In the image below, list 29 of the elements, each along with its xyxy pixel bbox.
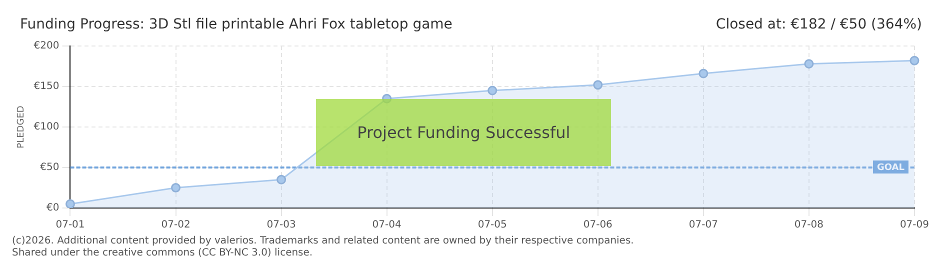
point bbox=[804, 59, 814, 69]
point bbox=[66, 199, 75, 208]
x-tick-label: 07-05 bbox=[478, 220, 507, 231]
point bbox=[171, 183, 181, 192]
point bbox=[910, 56, 920, 66]
success-banner: Project Funding Successful bbox=[316, 99, 612, 166]
x-tick-label: 07-07 bbox=[688, 220, 718, 231]
x-tick-label: 07-01 bbox=[56, 220, 85, 231]
text: Shared under the creative commons (CC BY-NC 3.0) license. bbox=[12, 248, 313, 259]
chart-subtitle: Closed at: €182 / €50 (364%) bbox=[716, 16, 922, 33]
ref-line-label: GOAL bbox=[876, 162, 905, 173]
y-tick-label: €100 bbox=[34, 122, 60, 133]
x-tick-label: 07-02 bbox=[161, 220, 190, 231]
point bbox=[488, 86, 498, 96]
text: (c)2026. Additional content provided by valerios. Trademarks and related content are owned by their respective companies. bbox=[12, 236, 634, 247]
x-tick-label: 07-04 bbox=[372, 220, 402, 231]
x-tick-label: 07-03 bbox=[266, 220, 296, 231]
y-axis-title: PLEDGED bbox=[16, 106, 27, 148]
point bbox=[276, 174, 286, 184]
x-tick-label: 07-09 bbox=[900, 220, 929, 231]
chart-title: Funding Progress: 3D Stl file printable Ahri Fox tabletop game bbox=[20, 16, 452, 33]
y-tick-label: €150 bbox=[34, 81, 60, 92]
x-tick-label: 07-06 bbox=[583, 220, 612, 231]
y-tick-label: €50 bbox=[40, 162, 60, 174]
point bbox=[593, 80, 603, 90]
point bbox=[698, 68, 708, 78]
y-tick-label: €200 bbox=[34, 40, 60, 52]
y-tick-label: €0 bbox=[46, 202, 60, 214]
x-tick-label: 07-08 bbox=[794, 220, 824, 231]
